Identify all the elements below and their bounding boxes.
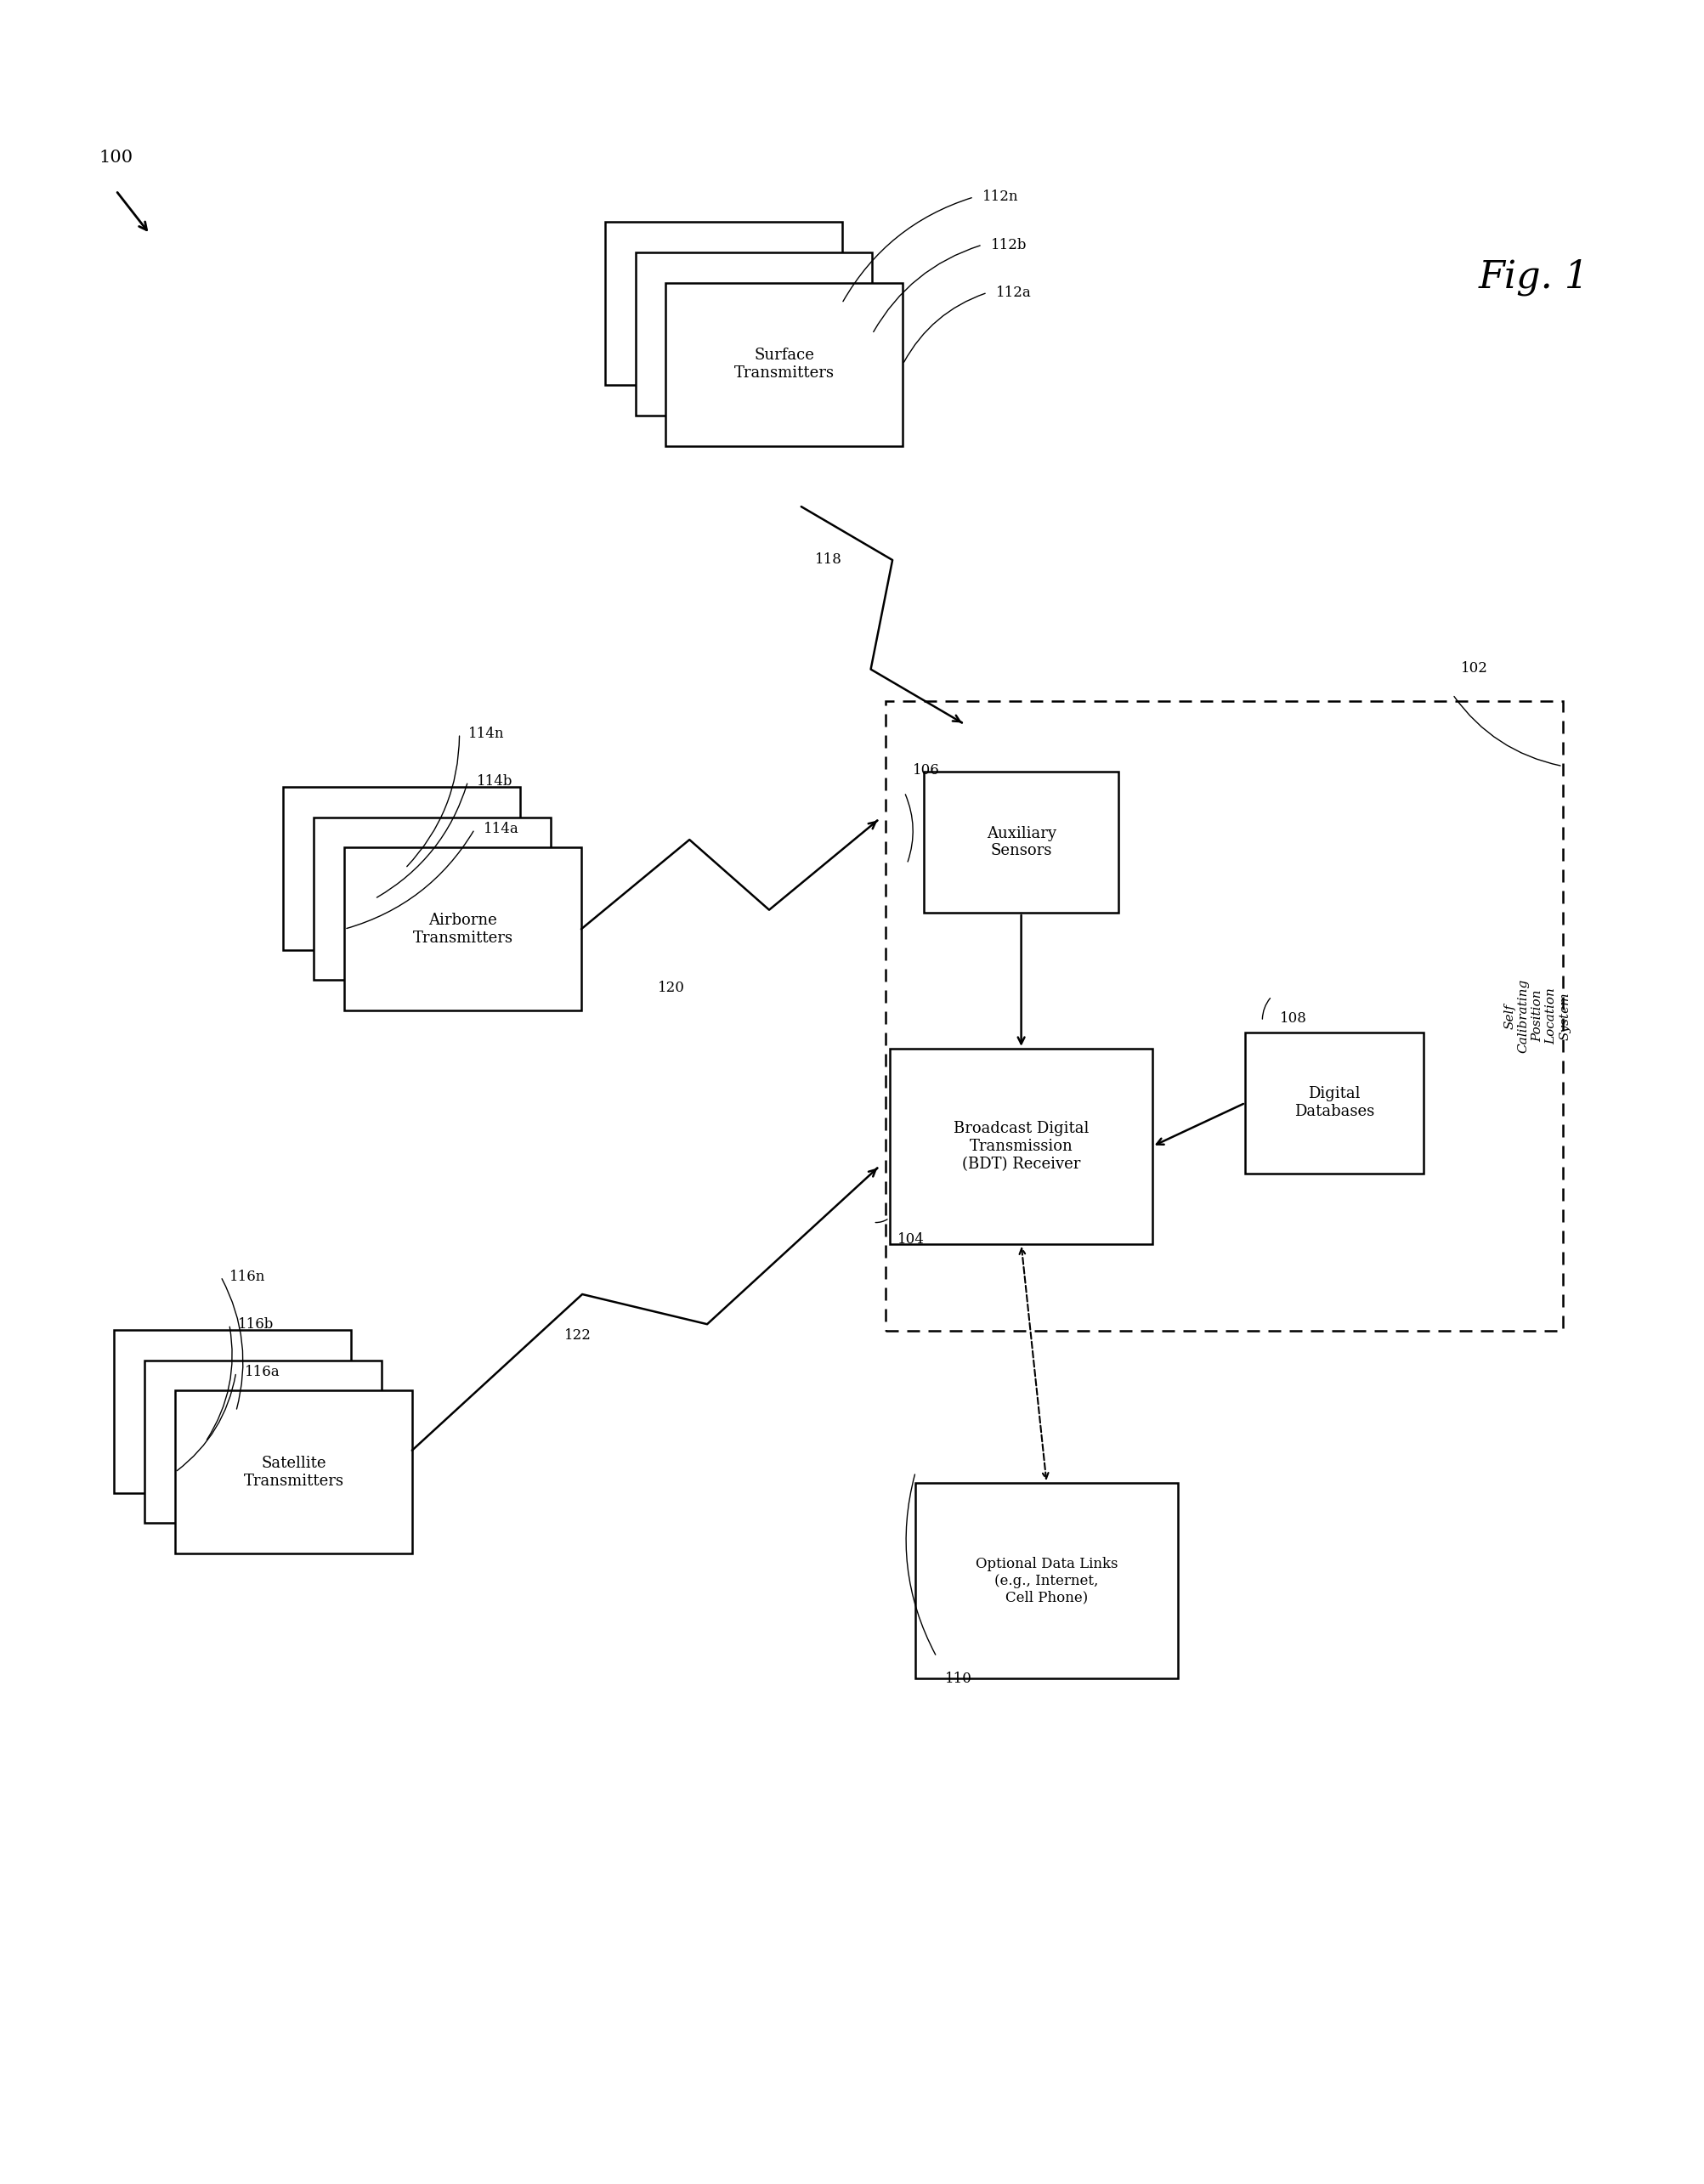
Text: Fig. 1: Fig. 1 xyxy=(1477,260,1588,295)
Bar xyxy=(605,223,842,384)
Bar xyxy=(314,817,550,981)
Text: 100: 100 xyxy=(99,151,133,166)
Text: 116a: 116a xyxy=(244,1365,279,1380)
Text: 114b: 114b xyxy=(477,773,513,788)
Text: 116n: 116n xyxy=(230,1269,266,1284)
Bar xyxy=(114,1330,351,1494)
Bar xyxy=(344,847,581,1011)
Text: 114n: 114n xyxy=(469,727,504,740)
Bar xyxy=(889,1048,1152,1245)
Text: 116b: 116b xyxy=(239,1317,274,1332)
Bar xyxy=(176,1391,412,1553)
Text: 104: 104 xyxy=(898,1232,925,1247)
Text: Satellite
Transmitters: Satellite Transmitters xyxy=(244,1457,344,1489)
Bar xyxy=(666,284,903,446)
Text: 114a: 114a xyxy=(484,821,518,836)
Text: Broadcast Digital
Transmission
(BDT) Receiver: Broadcast Digital Transmission (BDT) Rec… xyxy=(954,1120,1089,1171)
Text: 122: 122 xyxy=(564,1328,591,1343)
Bar xyxy=(283,786,520,950)
Bar xyxy=(1246,1033,1423,1173)
Text: 112a: 112a xyxy=(995,286,1031,299)
Text: Auxiliary
Sensors: Auxiliary Sensors xyxy=(987,826,1056,858)
Text: 112b: 112b xyxy=(990,238,1028,251)
Text: 102: 102 xyxy=(1462,662,1488,675)
Text: 120: 120 xyxy=(658,981,685,996)
Text: 108: 108 xyxy=(1280,1011,1307,1024)
Text: Airborne
Transmitters: Airborne Transmitters xyxy=(412,913,513,946)
Bar xyxy=(924,771,1118,913)
Text: Self
Calibrating
Position
Location
System: Self Calibrating Position Location Syste… xyxy=(1505,978,1571,1053)
Text: 110: 110 xyxy=(946,1671,973,1686)
Text: 118: 118 xyxy=(815,553,842,568)
Bar xyxy=(915,1483,1177,1679)
Text: 112n: 112n xyxy=(982,190,1019,205)
Bar xyxy=(636,253,872,415)
Text: Surface
Transmitters: Surface Transmitters xyxy=(734,347,835,380)
Text: Optional Data Links
(e.g., Internet,
Cell Phone): Optional Data Links (e.g., Internet, Cel… xyxy=(975,1557,1118,1605)
Bar xyxy=(886,701,1563,1330)
Bar xyxy=(145,1361,382,1522)
Text: Digital
Databases: Digital Databases xyxy=(1295,1085,1375,1120)
Text: 106: 106 xyxy=(913,762,941,778)
